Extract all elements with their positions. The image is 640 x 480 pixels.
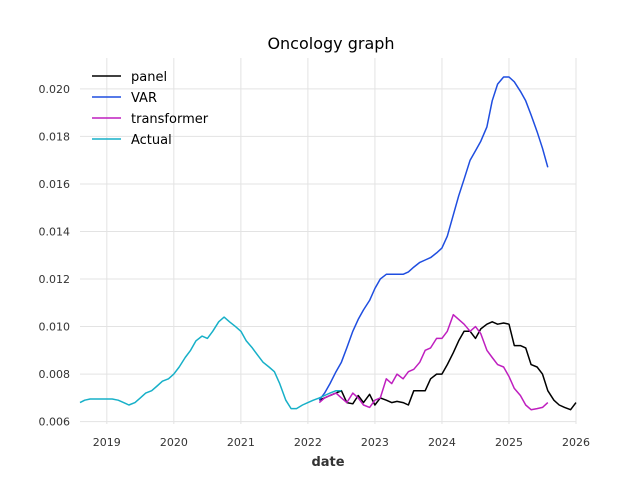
y-tick-label: 0.010 (39, 321, 71, 334)
x-axis-label: date (311, 455, 344, 470)
x-tick-label: 2019 (93, 436, 121, 449)
legend-label-transformer: transformer (131, 112, 209, 127)
y-tick-label: 0.006 (39, 416, 71, 429)
x-tick-label: 2025 (495, 436, 523, 449)
x-tick-label: 2026 (562, 436, 590, 449)
series-line-panel (319, 321, 577, 411)
series-lines (79, 76, 577, 411)
x-axis-ticks: 2019 2020 2021 2022 2023 2024 2025 2026 (93, 436, 590, 449)
legend-label-panel: panel (131, 70, 167, 85)
y-tick-label: 0.018 (39, 130, 71, 143)
series-line-transformer (318, 313, 549, 411)
y-axis-ticks: 0.006 0.008 0.010 0.012 0.014 0.016 0.018 0.020 (39, 83, 71, 429)
grid (80, 58, 577, 424)
y-tick-label: 0.014 (39, 225, 71, 238)
y-tick-label: 0.008 (39, 368, 71, 381)
x-tick-label: 2022 (294, 436, 322, 449)
series-line-var (318, 76, 549, 401)
chart-title: Oncology graph (267, 34, 394, 53)
y-tick-label: 0.012 (39, 273, 71, 286)
y-tick-label: 0.020 (39, 83, 71, 96)
legend-label-actual: Actual (131, 133, 172, 148)
series-line-actual (79, 316, 342, 410)
x-tick-label: 2021 (227, 436, 255, 449)
x-tick-label: 2023 (361, 436, 389, 449)
legend-label-var: VAR (131, 91, 157, 106)
legend: panel VAR transformer Actual (92, 70, 209, 148)
y-tick-label: 0.016 (39, 178, 71, 191)
x-tick-label: 2024 (428, 436, 456, 449)
x-tick-label: 2020 (160, 436, 188, 449)
